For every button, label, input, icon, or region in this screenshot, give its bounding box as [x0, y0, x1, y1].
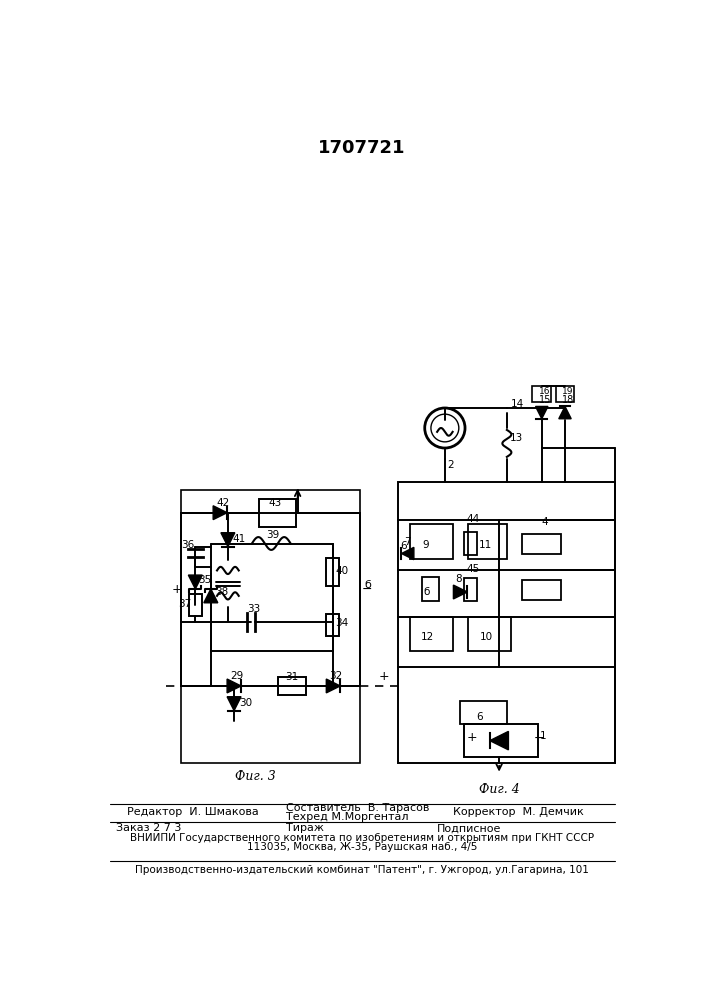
Bar	[532, 386, 551, 402]
Polygon shape	[213, 506, 227, 520]
Bar	[468, 524, 507, 559]
Text: Фиг. 4: Фиг. 4	[479, 783, 520, 796]
Polygon shape	[227, 679, 241, 693]
Text: 4: 4	[542, 517, 549, 527]
Polygon shape	[227, 697, 241, 711]
Text: Техред М.Моргентал: Техред М.Моргентал	[286, 812, 409, 822]
Bar	[182, 490, 360, 763]
Bar	[464, 532, 477, 555]
Bar	[327, 558, 339, 586]
Text: 35: 35	[199, 575, 211, 585]
Text: Заказ 2 7 3: Заказ 2 7 3	[115, 823, 181, 833]
Bar	[468, 617, 510, 651]
Bar	[410, 524, 452, 559]
Text: +: +	[172, 583, 182, 596]
Text: 44: 44	[467, 514, 480, 524]
Bar	[259, 499, 296, 527]
Bar	[522, 580, 561, 600]
Polygon shape	[402, 547, 414, 560]
Text: 16: 16	[539, 387, 550, 396]
Text: Производственно-издательский комбинат "Патент", г. Ужгород, ул.Гагарина, 101: Производственно-издательский комбинат "П…	[135, 865, 589, 875]
Text: Редактор  И. Шмакова: Редактор И. Шмакова	[127, 807, 259, 817]
Bar	[327, 614, 339, 636]
Polygon shape	[221, 533, 235, 547]
Text: Корректор  М. Демчик: Корректор М. Демчик	[452, 807, 583, 817]
Text: 34: 34	[336, 618, 349, 628]
Bar	[398, 482, 615, 763]
Text: 37: 37	[178, 599, 192, 609]
Text: б: б	[364, 580, 371, 590]
Text: +: +	[379, 670, 390, 683]
Text: 14: 14	[510, 399, 524, 409]
Text: 32: 32	[329, 671, 343, 681]
Polygon shape	[327, 679, 340, 693]
Polygon shape	[188, 575, 202, 589]
Text: 31: 31	[285, 672, 298, 682]
Text: Подписное: Подписное	[437, 823, 501, 833]
Text: +: +	[467, 731, 477, 744]
Polygon shape	[559, 406, 571, 419]
Text: 38: 38	[216, 587, 229, 597]
Polygon shape	[490, 731, 508, 750]
Text: Тираж: Тираж	[286, 823, 324, 833]
Text: 6: 6	[477, 712, 483, 722]
Bar	[522, 534, 561, 554]
Text: 1: 1	[539, 731, 546, 741]
Text: 30: 30	[239, 698, 252, 708]
Bar	[464, 578, 477, 601]
Bar	[464, 724, 538, 757]
Text: 33: 33	[247, 604, 260, 614]
Text: 45: 45	[467, 564, 480, 574]
Polygon shape	[453, 585, 467, 599]
Text: 19: 19	[562, 387, 573, 396]
Text: 41: 41	[233, 534, 246, 544]
Text: б: б	[424, 587, 431, 597]
Bar	[189, 594, 201, 616]
Text: 42: 42	[216, 498, 230, 508]
Text: 40: 40	[336, 566, 349, 576]
Text: 43: 43	[268, 498, 281, 508]
Polygon shape	[204, 589, 218, 603]
Text: 2: 2	[448, 460, 454, 470]
Text: 13: 13	[510, 433, 523, 443]
Bar	[279, 677, 306, 695]
Text: 15: 15	[539, 395, 551, 405]
Text: −: −	[534, 731, 544, 744]
Text: Составитель  В. Тарасов: Составитель В. Тарасов	[286, 803, 429, 813]
Text: −: −	[362, 583, 373, 596]
Polygon shape	[535, 406, 548, 419]
Text: 12: 12	[421, 632, 434, 642]
Text: 39: 39	[266, 530, 279, 540]
Text: 113035, Москва, Ж-35, Раушская наб., 4/5: 113035, Москва, Ж-35, Раушская наб., 4/5	[247, 842, 477, 852]
Text: Фиг. 3: Фиг. 3	[235, 770, 275, 783]
Text: ВНИИПИ Государственного комитета по изобретениям и открытиям при ГКНТ СССР: ВНИИПИ Государственного комитета по изоб…	[130, 833, 594, 843]
Bar	[460, 701, 507, 724]
Text: 6: 6	[401, 541, 407, 551]
Bar	[556, 386, 574, 402]
Text: 10: 10	[479, 632, 493, 642]
Text: 1707721: 1707721	[318, 139, 406, 157]
Bar	[421, 577, 438, 601]
Text: 18: 18	[562, 395, 574, 405]
Bar	[410, 617, 452, 651]
Text: 7: 7	[404, 537, 411, 547]
Text: 9: 9	[422, 540, 429, 550]
Text: 36: 36	[182, 540, 194, 550]
Text: 29: 29	[230, 671, 243, 681]
Text: 11: 11	[479, 540, 492, 550]
Text: 8: 8	[455, 574, 462, 584]
